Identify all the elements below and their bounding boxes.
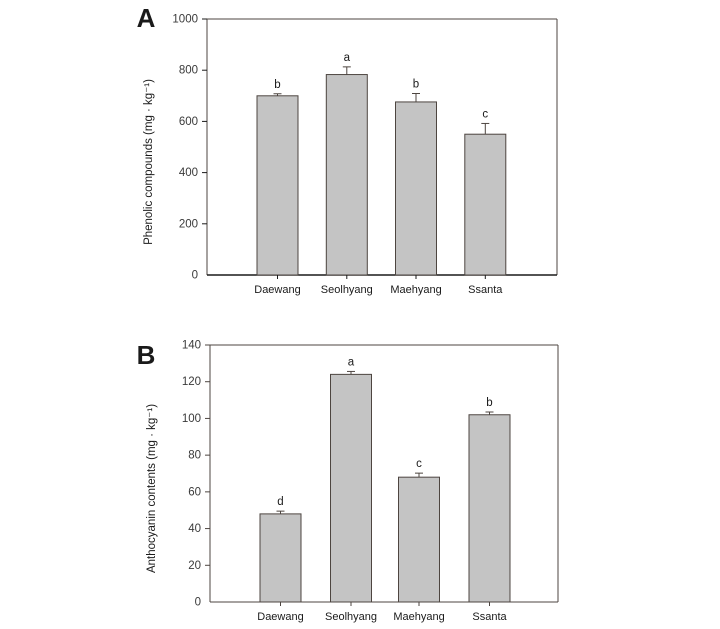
svg-text:Ssanta: Ssanta [468,284,503,296]
svg-text:60: 60 [188,486,201,498]
svg-text:20: 20 [188,560,201,572]
svg-text:80: 80 [188,450,201,462]
svg-text:c: c [416,458,422,470]
svg-text:Maehyang: Maehyang [393,611,444,623]
svg-text:Anthocyanin contents (mg · kg⁻: Anthocyanin contents (mg · kg⁻¹) [146,404,158,573]
svg-text:0: 0 [192,270,198,282]
svg-text:Daewang: Daewang [257,611,303,623]
svg-text:1000: 1000 [172,14,198,26]
svg-text:Phenolic compounds (mg · kg⁻¹): Phenolic compounds (mg · kg⁻¹) [143,79,155,245]
svg-text:400: 400 [179,167,198,179]
svg-text:b: b [413,79,419,91]
svg-text:B: B [137,340,156,370]
svg-text:Seolhyang: Seolhyang [325,611,377,623]
svg-text:0: 0 [195,597,201,609]
svg-text:A: A [137,3,156,33]
svg-text:Daewang: Daewang [254,284,300,296]
svg-text:120: 120 [182,376,201,388]
svg-text:b: b [486,397,492,409]
svg-text:Ssanta: Ssanta [472,611,507,623]
svg-text:a: a [348,356,355,368]
svg-text:40: 40 [188,523,201,535]
svg-text:600: 600 [179,116,198,128]
svg-text:b: b [274,79,280,91]
svg-text:200: 200 [179,218,198,230]
svg-text:Seolhyang: Seolhyang [321,284,373,296]
svg-text:140: 140 [182,340,201,352]
svg-text:100: 100 [182,413,201,425]
svg-text:c: c [482,108,488,120]
svg-text:a: a [344,52,351,64]
svg-text:Maehyang: Maehyang [390,284,441,296]
svg-text:800: 800 [179,65,198,77]
svg-text:d: d [277,496,283,508]
